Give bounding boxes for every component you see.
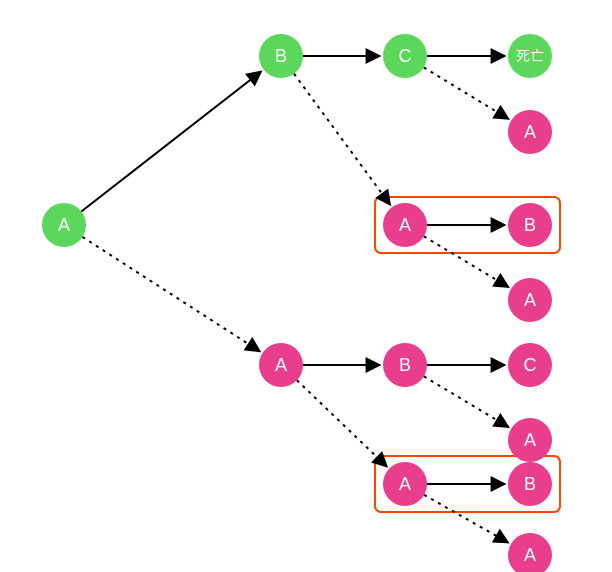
node-label: B [524, 474, 536, 494]
node-label: B [275, 46, 287, 66]
node-label: A [524, 122, 536, 142]
node-label: C [524, 355, 537, 375]
node: B [508, 462, 552, 506]
node: C [383, 34, 427, 78]
edge [81, 71, 261, 211]
node-label: A [58, 215, 70, 235]
edge [424, 495, 508, 543]
node-label: A [524, 430, 536, 450]
node-label: B [524, 215, 536, 235]
node: A [383, 462, 427, 506]
node-label: B [399, 355, 411, 375]
node: A [383, 203, 427, 247]
node: 死亡 [508, 34, 552, 78]
node: A [508, 110, 552, 154]
edge [424, 376, 509, 427]
node-label: A [399, 474, 411, 494]
node-label: A [524, 545, 536, 565]
node: A [42, 203, 86, 247]
node-label: A [275, 355, 287, 375]
node: B [508, 203, 552, 247]
edge [82, 237, 260, 352]
node: B [383, 343, 427, 387]
tree-diagram: A B C 死亡 A A B A A B C A A B A [0, 0, 612, 572]
node-label: 死亡 [516, 48, 544, 64]
edge [294, 74, 390, 205]
node-label: A [524, 290, 536, 310]
node: A [259, 343, 303, 387]
node: B [259, 34, 303, 78]
edge [424, 67, 509, 119]
node: A [508, 278, 552, 322]
node: A [508, 418, 552, 462]
edge [424, 236, 509, 287]
edge [297, 380, 387, 466]
node-label: A [399, 215, 411, 235]
node: A [508, 533, 552, 572]
node: C [508, 343, 552, 387]
node-label: C [399, 46, 412, 66]
